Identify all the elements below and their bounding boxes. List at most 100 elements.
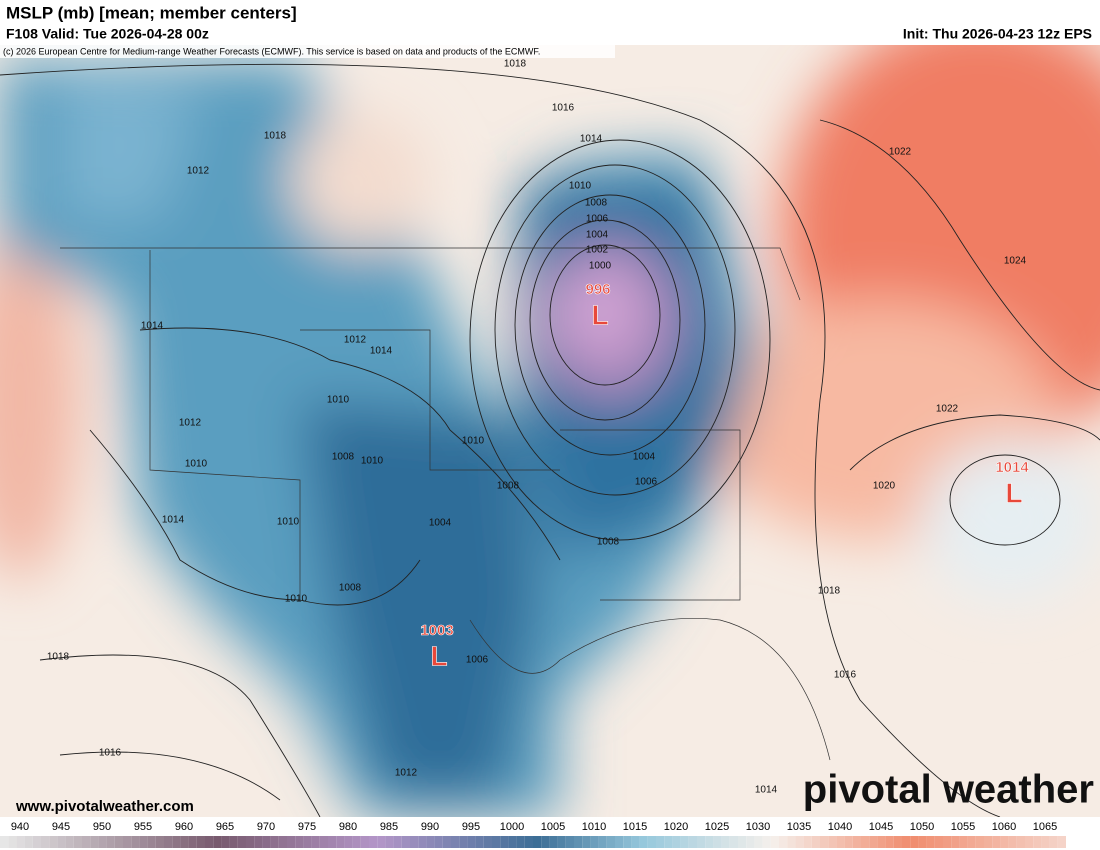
isobar-label: 1016 [834,670,857,681]
colorbar-swatch [754,836,763,848]
colorbar-swatch [295,836,304,848]
colorbar-swatch [639,836,648,848]
website: www.pivotalweather.com [15,798,194,815]
colorbar-tick-label: 1005 [541,821,565,833]
isobar-label: 1014 [162,515,185,526]
isobar-label: 1006 [635,477,658,488]
colorbar-swatch [606,836,615,848]
colorbar-swatch [311,836,320,848]
colorbar-swatch [254,836,263,848]
colorbar-swatch [492,836,501,848]
colorbar-swatch [418,836,427,848]
colorbar-swatch [885,836,894,848]
colorbar-swatch [467,836,476,848]
colorbar-swatch [738,836,747,848]
colorbar-swatch [32,836,41,848]
colorbar-swatch [623,836,632,848]
colorbar-swatch [188,836,197,848]
colorbar-swatch [172,836,181,848]
colorbar-swatch [401,836,410,848]
colorbar-swatch [959,836,968,848]
colorbar-swatch [549,836,558,848]
colorbar-swatch [451,836,460,848]
colorbar-swatch [557,836,566,848]
credit: (c) 2026 European Centre for Medium-rang… [3,46,540,56]
isobar-label: 1010 [185,459,208,470]
isobar-label: 1010 [569,181,592,192]
colorbar-swatch [164,836,173,848]
isobar-label: 1016 [99,748,122,759]
colorbar-swatch [844,836,853,848]
isobar-label: 1022 [936,404,959,415]
colorbar-swatch [574,836,583,848]
colorbar-tick-label: 1025 [705,821,729,833]
colorbar-tick-label: 1055 [951,821,975,833]
isobar-label: 1018 [504,59,527,70]
colorbar-swatch [360,836,369,848]
colorbar-swatch [90,836,99,848]
colorbar-swatch [16,836,25,848]
colorbar-tick-label: 1060 [992,821,1016,833]
isobar-label: 1010 [327,395,350,406]
colorbar-tick-label: 1030 [746,821,770,833]
colorbar-swatch [713,836,722,848]
colorbar-swatch [123,836,132,848]
colorbar-swatch [861,836,870,848]
colorbar-swatch [24,836,33,848]
low-symbol: L [430,640,447,671]
colorbar-tick-label: 1035 [787,821,811,833]
colorbar-tick-label: 1020 [664,821,688,833]
colorbar-swatch [779,836,788,848]
colorbar-swatch [852,836,861,848]
colorbar-swatch [442,836,451,848]
isobar-label: 1000 [589,261,612,272]
isobars [0,63,1100,817]
colorbar-tick-label: 1065 [1033,821,1057,833]
colorbar-swatch [787,836,796,848]
colorbar-swatch [910,836,919,848]
colorbar-swatch [524,836,533,848]
colorbar-tick-label: 970 [257,821,275,833]
colorbar-swatch [762,836,771,848]
colorbar-swatch [147,836,156,848]
colorbar-swatch [1025,836,1034,848]
colorbar-swatch [336,836,345,848]
colorbar-swatch [82,836,91,848]
colorbar-tick-label: 995 [462,821,480,833]
credit-bg [0,45,615,58]
isobar-label: 1010 [285,594,308,605]
colorbar-swatch [344,836,353,848]
colorbar-swatch [385,836,394,848]
colorbar-swatch [516,836,525,848]
isobar-label: 1020 [873,481,896,492]
isobar-label: 1012 [179,418,202,429]
colorbar-tick-label: 950 [93,821,111,833]
isobar-label: 1014 [755,785,778,796]
colorbar-swatch [1057,836,1066,848]
colorbar-swatch [836,836,845,848]
isobar-label: 1024 [1004,256,1027,267]
colorbar-swatch [369,836,378,848]
colorbar-swatch [828,836,837,848]
colorbar-swatch [393,836,402,848]
brand: pivotal weather [803,768,1094,812]
colorbar-swatch [459,836,468,848]
colorbar-swatch [483,836,492,848]
colorbar-swatch [795,836,804,848]
colorbar-swatch [8,836,17,848]
colorbar-swatch [131,836,140,848]
low-symbol: L [1005,477,1022,508]
colorbar-tick-label: 1045 [869,821,893,833]
colorbar-tick-label: 1050 [910,821,934,833]
colorbar-swatch [278,836,287,848]
isobar-label: 1008 [585,198,608,209]
isobar-label: 1014 [141,321,164,332]
low-pressure: 1003 [420,622,453,639]
colorbar-swatch [582,836,591,848]
colorbar-swatch [1016,836,1025,848]
colorbar-swatch [475,836,484,848]
colorbar-swatch [57,836,66,848]
colorbar-swatch [155,836,164,848]
colorbar-tick-label: 940 [11,821,29,833]
